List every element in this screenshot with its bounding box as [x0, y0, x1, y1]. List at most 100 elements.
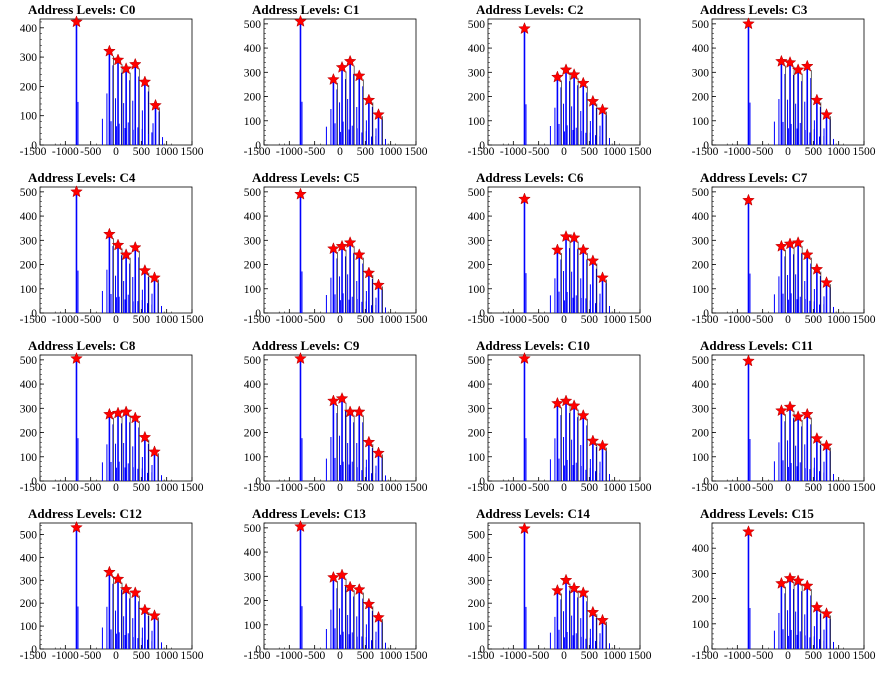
peak-star-marker: [372, 610, 385, 623]
peak-star-marker: [294, 351, 307, 365]
x-tick-label: -1000: [500, 314, 527, 326]
peak-star-marker: [70, 520, 83, 533]
y-tick-label: 200: [244, 260, 262, 272]
x-tick-label: 0: [337, 650, 343, 662]
peak-star-marker: [559, 394, 573, 407]
y-tick-label: 300: [244, 235, 262, 247]
x-tick-label: 0: [337, 482, 343, 494]
x-tick-label: -500: [752, 146, 773, 158]
chart-title: Address Levels: C0: [28, 2, 135, 17]
panel-svg: Address Levels: C80100200300400500-1500-…: [20, 338, 204, 494]
x-tick-label: 500: [357, 482, 375, 494]
x-tick-label: 0: [561, 650, 567, 662]
y-tick-label: 300: [244, 571, 262, 583]
x-tick-label: -1000: [52, 146, 79, 158]
peak-star-marker: [119, 405, 133, 418]
peak-star-marker: [352, 405, 366, 418]
peak-star-marker: [149, 98, 162, 111]
peak-star-marker: [567, 68, 581, 81]
x-tick-label: -500: [304, 314, 325, 326]
chart-title: Address Levels: C15: [700, 506, 814, 521]
y-tick-label: 400: [20, 211, 38, 223]
x-tick-label: 1500: [405, 146, 428, 158]
x-tick-label: -1500: [244, 650, 271, 662]
peak-star-marker: [518, 522, 531, 535]
peak-star-marker: [362, 597, 376, 610]
y-tick-label: 0: [31, 308, 37, 320]
x-tick-label: 0: [113, 314, 119, 326]
y-tick-label: 300: [20, 52, 38, 64]
chart-title: Address Levels: C11: [700, 338, 813, 353]
chart-panel: Address Levels: C7 0 100 200 300 400 500 -1500-…: [672, 168, 896, 341]
x-tick-label: 1500: [629, 146, 652, 158]
chart-panel: Address Levels: C4 0 100 200 300 400 500 -1500-…: [0, 168, 224, 341]
peak-star-marker: [586, 434, 600, 447]
y-tick-label: 200: [20, 598, 38, 610]
y-tick-label: 100: [20, 452, 38, 464]
peak-star-marker: [335, 568, 349, 581]
x-tick-label: -1500: [244, 314, 271, 326]
y-tick-label: 400: [468, 552, 486, 564]
x-tick-label: 0: [785, 650, 791, 662]
peak-star-marker: [775, 239, 788, 252]
x-tick-label: 0: [561, 314, 567, 326]
y-tick-label: 100: [692, 619, 710, 631]
x-tick-label: 1500: [181, 146, 204, 158]
peak-star-marker: [327, 72, 340, 85]
y-tick-label: 500: [244, 187, 262, 199]
peak-star-marker: [335, 391, 349, 405]
y-tick-label: 400: [244, 547, 262, 559]
peak-star-marker: [576, 243, 590, 256]
x-tick-label: 1000: [379, 146, 402, 158]
y-tick-label: 0: [479, 308, 485, 320]
x-tick-label: 1500: [853, 482, 876, 494]
x-tick-label: -1000: [500, 482, 527, 494]
peak-star-marker: [119, 582, 133, 595]
peak-star-marker: [810, 93, 824, 106]
x-tick-label: 1000: [155, 650, 178, 662]
x-tick-label: -1500: [692, 146, 719, 158]
x-tick-label: 1000: [379, 482, 402, 494]
panel-svg: Address Levels: C90100200300400500-1500-…: [244, 338, 428, 494]
y-tick-label: 0: [255, 140, 261, 152]
panel-svg: Address Levels: C13 0 100 200 300 400 500 -1500…: [244, 506, 428, 662]
y-tick-label: 300: [692, 235, 710, 247]
peak-star-marker: [352, 248, 366, 261]
x-tick-label: 1000: [827, 146, 850, 158]
peak-star-marker: [327, 570, 340, 583]
x-tick-label: -1000: [52, 482, 79, 494]
chart-title: Address Levels: C1: [252, 2, 359, 17]
peak-star-marker: [70, 15, 83, 28]
peak-star-marker: [335, 239, 349, 252]
x-tick-label: -1000: [724, 650, 751, 662]
x-tick-label: -1500: [244, 482, 271, 494]
x-tick-label: 1500: [405, 482, 428, 494]
chart-title: Address Levels: C3: [700, 2, 808, 17]
x-tick-label: 1500: [629, 650, 652, 662]
x-tick-label: 0: [785, 146, 791, 158]
y-tick-label: 100: [244, 620, 262, 632]
x-tick-label: 1000: [155, 482, 178, 494]
y-tick-label: 500: [468, 529, 486, 541]
x-tick-label: 1000: [603, 146, 626, 158]
y-tick-label: 0: [703, 140, 709, 152]
y-tick-label: 300: [20, 575, 38, 587]
x-tick-label: 0: [785, 314, 791, 326]
chart-panel: Address Levels: C1 0 100 200 300 400 500 -1500-…: [224, 0, 448, 173]
y-tick-label: 400: [244, 211, 262, 223]
peak-star-marker: [791, 236, 805, 249]
x-tick-label: -1500: [692, 482, 719, 494]
x-tick-label: -1500: [20, 146, 47, 158]
peak-star-marker: [820, 439, 833, 452]
y-tick-label: 200: [20, 260, 38, 272]
y-tick-label: 500: [692, 187, 710, 199]
peak-star-marker: [775, 54, 788, 67]
y-tick-label: 500: [244, 523, 262, 535]
y-tick-label: 500: [244, 355, 262, 367]
chart-title: Address Levels: C8: [28, 338, 136, 353]
y-tick-label: 400: [468, 43, 486, 55]
y-tick-label: 100: [244, 284, 262, 296]
x-tick-label: -500: [752, 314, 773, 326]
panel-svg: Address Levels: C20100200300400500-1500-…: [468, 2, 652, 158]
x-tick-label: 500: [133, 146, 151, 158]
